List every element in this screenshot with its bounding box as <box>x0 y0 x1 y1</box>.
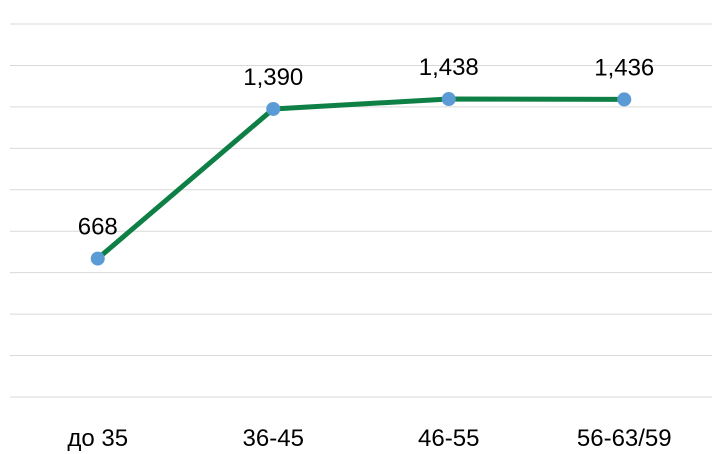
data-label: 1,438 <box>419 54 479 81</box>
data-point <box>90 251 105 266</box>
series-line <box>95 96 627 262</box>
data-labels: 668 1,390 1,438 1,436 <box>78 54 655 241</box>
x-tick-label: до 35 <box>67 425 128 452</box>
data-label: 1,390 <box>243 64 303 91</box>
data-label: 668 <box>78 214 118 241</box>
x-tick-label: 46-55 <box>418 425 479 452</box>
x-tick-label: 56-63/59 <box>577 425 672 452</box>
series-group <box>90 92 632 266</box>
data-label: 1,436 <box>594 54 654 81</box>
data-point <box>617 92 632 107</box>
x-axis-tick-labels: до 35 36-45 46-55 56-63/59 <box>67 425 671 452</box>
x-tick-label: 36-45 <box>243 425 304 452</box>
gridlines <box>10 23 712 398</box>
data-point <box>266 101 281 116</box>
data-point <box>441 92 456 107</box>
